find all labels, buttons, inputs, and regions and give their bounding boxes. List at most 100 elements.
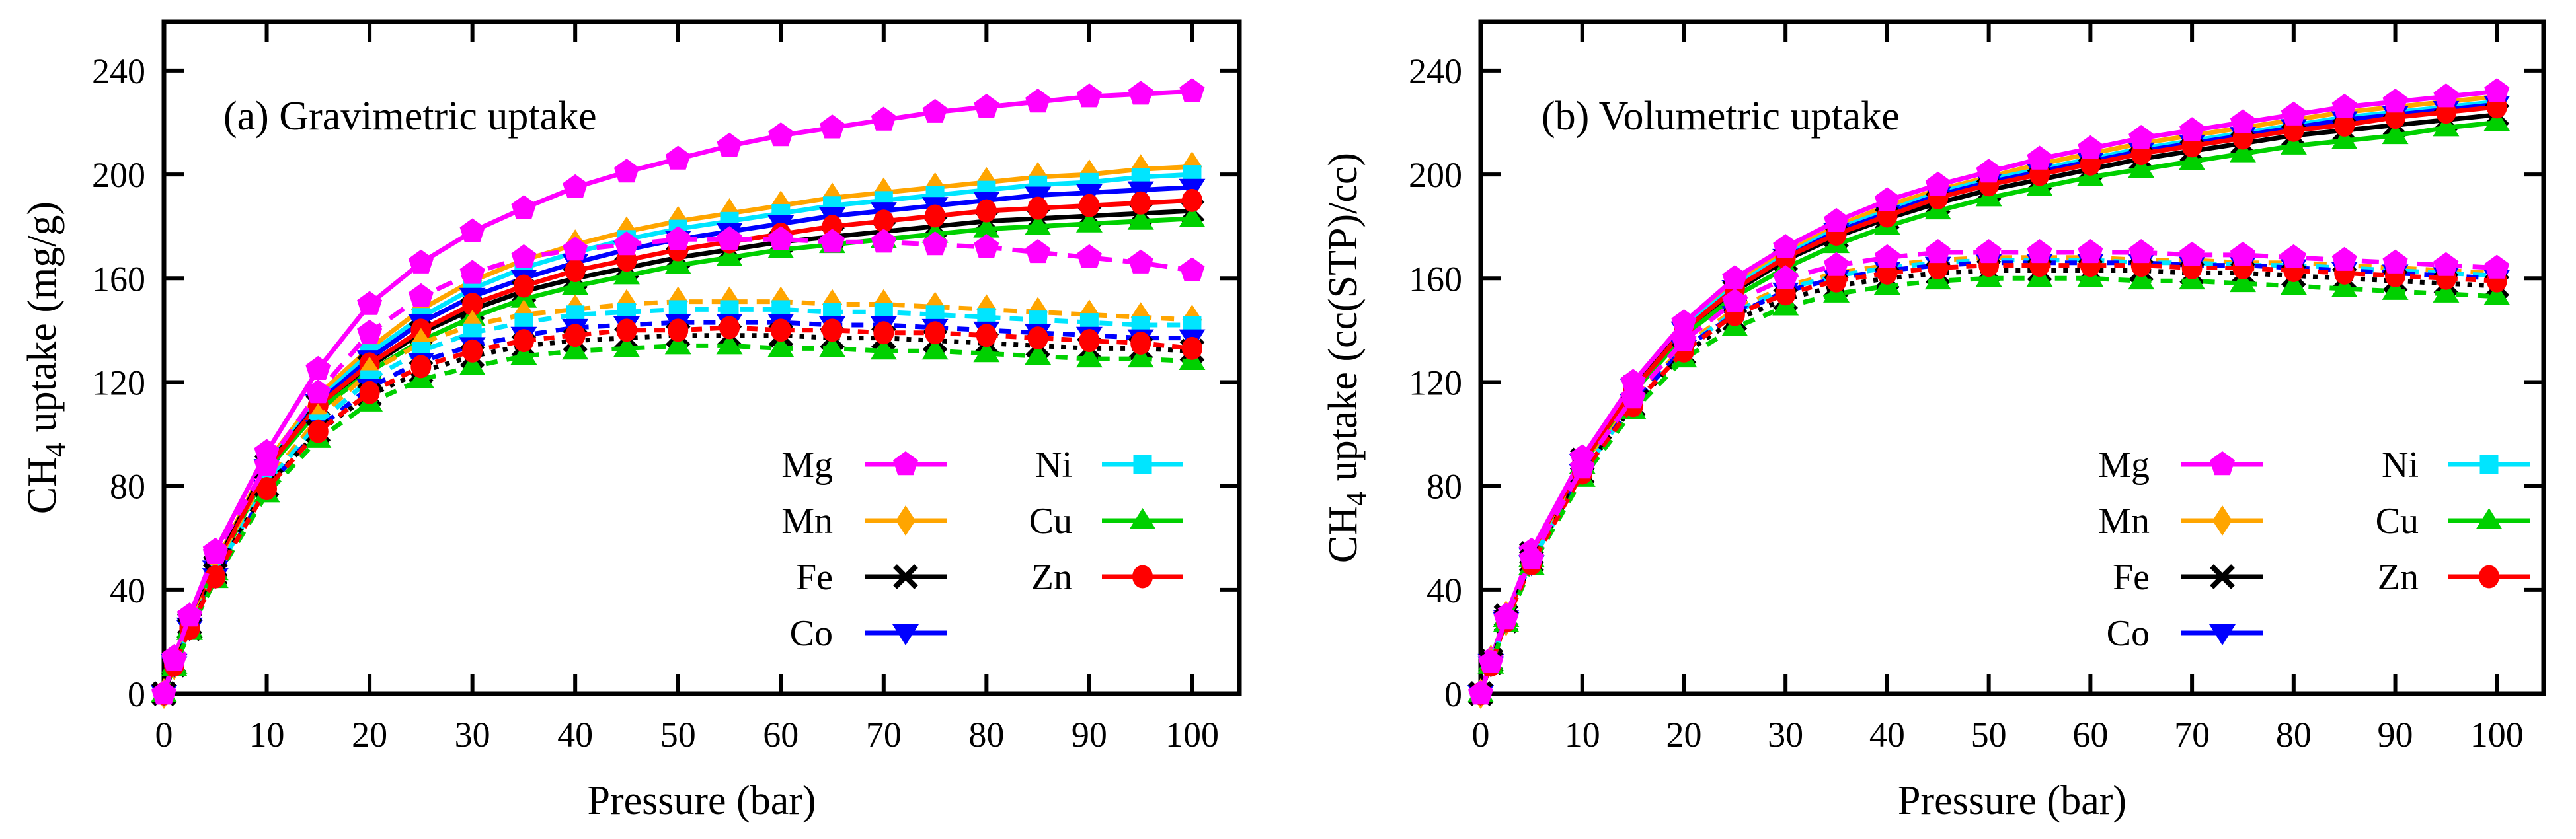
pentagon-icon: [768, 122, 794, 147]
circle-icon: [1132, 565, 1153, 589]
pentagon-icon: [1620, 369, 1646, 393]
plot-border: [161, 19, 1242, 696]
pentagon-icon: [1671, 309, 1697, 334]
pentagon-icon: [176, 602, 202, 627]
legend-label: Cu: [1029, 501, 1072, 542]
pentagon-icon: [1925, 171, 1951, 196]
pentagon-icon: [871, 106, 896, 131]
circle-icon: [1181, 336, 1202, 360]
pentagon-icon: [408, 283, 434, 307]
circle-icon: [462, 293, 483, 316]
legend-label: Cu: [2376, 501, 2419, 542]
circle-icon: [256, 477, 278, 501]
triangle-up-icon: [1025, 344, 1052, 365]
y-axis-title-main: CH: [1321, 506, 1366, 563]
triangle-up-icon: [2483, 110, 2511, 131]
pentagon-icon: [1179, 78, 1205, 102]
pentagon-icon: [820, 114, 845, 139]
legend-item-Mg: Mg: [2098, 445, 2263, 486]
y-tick-label: 160: [92, 259, 145, 299]
pentagon-icon: [2078, 135, 2103, 159]
pentagon-icon: [2210, 451, 2235, 476]
legend-label: Mg: [781, 445, 833, 486]
circle-icon: [1130, 331, 1151, 355]
pentagon-icon: [254, 452, 280, 476]
pentagon-icon: [1569, 455, 1595, 479]
legend-item-Zn: Zn: [1031, 557, 1183, 598]
pentagon-icon: [717, 132, 742, 157]
pentagon-icon: [922, 98, 948, 123]
pentagon-icon: [1076, 244, 1102, 268]
circle-icon: [205, 565, 226, 589]
circle-icon: [1079, 194, 1100, 217]
triangle-up-icon: [562, 274, 589, 295]
legend-item-Fe: Fe: [796, 557, 947, 598]
series-line-Cu-dashed: [1478, 275, 2497, 695]
pentagon-icon: [2433, 252, 2459, 276]
x-tick-label: 50: [1971, 715, 2007, 754]
legend-item-Cu: Cu: [2376, 501, 2530, 542]
triangle-up-icon: [2229, 141, 2256, 163]
pentagon-icon: [893, 451, 918, 476]
legend-item-Co: Co: [2107, 613, 2263, 654]
triangle-up-icon: [664, 252, 691, 274]
pentagon-icon: [563, 174, 588, 198]
legend-item-Mn: Mn: [2098, 501, 2263, 542]
x-tick-label: 20: [352, 715, 387, 754]
x-tick-label: 70: [866, 715, 902, 754]
pentagon-icon: [2027, 239, 2052, 264]
pentagon-icon: [1518, 545, 1544, 569]
triangle-up-icon: [2128, 157, 2155, 178]
pentagon-icon: [665, 226, 691, 250]
pentagon-icon: [1874, 244, 1900, 268]
circle-icon: [822, 318, 843, 342]
legend-item-Co: Co: [790, 613, 947, 654]
pentagon-icon: [151, 680, 176, 705]
triangle-up-icon: [921, 338, 949, 360]
pentagon-icon: [2331, 93, 2357, 118]
pentagon-icon: [1128, 81, 1153, 105]
pentagon-icon: [2281, 244, 2306, 268]
y-axis-title-rest: uptake (cc(STP)/cc): [1321, 153, 1366, 492]
pentagon-icon: [459, 218, 485, 242]
legend-label: Zn: [1031, 557, 1072, 598]
legend-item-Fe: Fe: [2113, 557, 2263, 598]
legend-label: Mg: [2098, 445, 2150, 486]
triangle-up-icon: [2331, 275, 2358, 297]
pentagon-icon: [2433, 83, 2459, 108]
triangle-up-icon: [2331, 128, 2358, 149]
pentagon-icon: [2230, 109, 2255, 133]
y-tick-label: 200: [1409, 155, 1462, 195]
triangle-up-icon: [2229, 271, 2256, 293]
circle-icon: [719, 316, 740, 340]
legend-label: Zn: [2378, 557, 2419, 598]
pentagon-icon: [1722, 265, 1748, 289]
pentagon-icon: [1773, 265, 1799, 289]
pentagon-icon: [305, 379, 331, 404]
triangle-up-icon: [1129, 508, 1156, 529]
pentagon-icon: [161, 646, 187, 671]
plot-border: [1478, 19, 2546, 696]
x-axis-title: Pressure (bar): [1898, 778, 2127, 823]
square-icon: [2479, 455, 2499, 474]
y-tick-label: 160: [1409, 259, 1462, 299]
triangle-down-icon: [892, 624, 919, 645]
triangle-up-icon: [2179, 149, 2206, 170]
panel-title: (b) Volumetric uptake: [1542, 94, 1900, 139]
triangle-up-icon: [716, 333, 743, 355]
x-tick-label: 80: [968, 715, 1004, 754]
pentagon-icon: [820, 229, 845, 253]
circle-icon: [822, 215, 843, 238]
circle-icon: [1027, 196, 1048, 220]
triangle-up-icon: [562, 338, 589, 360]
legend: Mg Mn Fe Co Ni Cu Zn: [781, 445, 1183, 654]
pentagon-icon: [1824, 252, 1850, 276]
x-tick-label: 100: [1165, 715, 1219, 754]
series-line-Zn-dashed: [1478, 263, 2497, 695]
y-axis-title-sub: 4: [1340, 492, 1372, 506]
series-line-Fe-dashed: [1478, 268, 2497, 695]
pentagon-icon: [1773, 234, 1799, 258]
pentagon-icon: [613, 231, 639, 256]
circle-icon: [873, 321, 894, 345]
